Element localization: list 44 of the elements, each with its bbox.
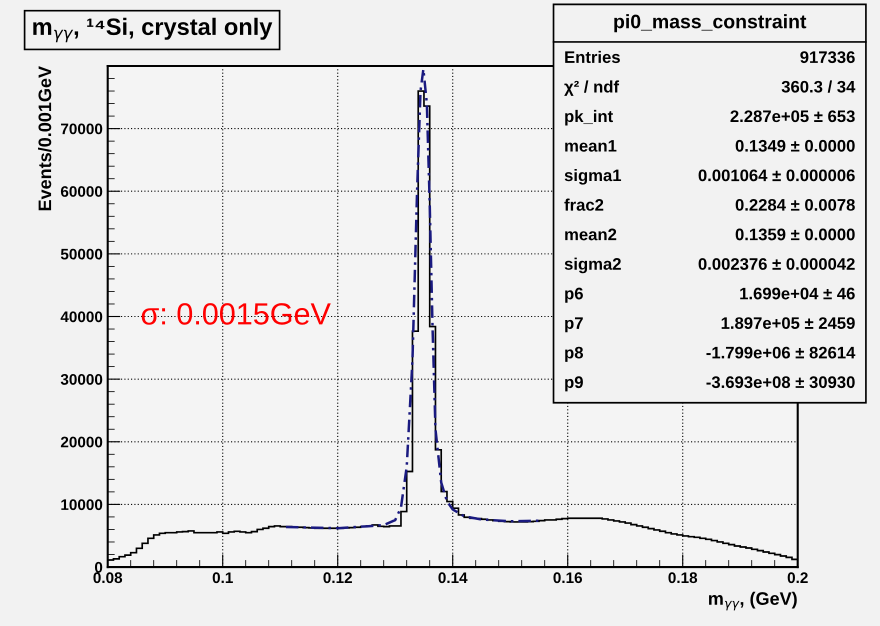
y-tick-label: 10000	[61, 499, 102, 510]
x-tick-label: 0.2	[788, 572, 808, 584]
x-tick-label: 0.18	[668, 572, 698, 584]
annotation: σ: 0.0015GeV	[142, 303, 331, 325]
y-tick-label: 0	[94, 562, 102, 573]
x-tick-label: 0.08	[93, 572, 122, 584]
annotation: 0.1349 ± 0.0000	[736, 140, 855, 152]
annotation: p6	[565, 288, 583, 303]
annotation: 0.001064 ± 0.000006	[698, 169, 855, 182]
annotation: pk_int	[565, 110, 613, 126]
annotation: 1.699e+04 ± 46	[740, 288, 855, 300]
annotation: sigma2	[564, 258, 621, 274]
chart-title: m$_{γγ}$, ¹⁴Si, crystal only	[33, 18, 272, 42]
x-axis-title: m$_{γγ}$, (GeV)	[708, 592, 797, 610]
text: pi0_mass_constraint	[614, 14, 806, 32]
annotation: mean1	[565, 140, 616, 152]
x-tick-label: 0.16	[553, 572, 582, 584]
annotation: sigma1	[564, 168, 622, 185]
annotation: 1.897e+05 ± 2459	[722, 317, 855, 329]
y-axis-title: Events/0.001GeV	[38, 66, 52, 210]
y-tick-label: 60000	[60, 186, 102, 197]
annotation: χ² / ndf	[564, 80, 620, 96]
y-tick-label: 50000	[60, 248, 102, 260]
annotation: 0.002376 ± 0.000042	[698, 258, 855, 270]
annotation: -1.799e+06 ± 82614	[706, 346, 856, 359]
annotation: 0.2284 ± 0.0078	[736, 199, 855, 211]
annotation: -3.693e+08 ± 30930	[706, 376, 855, 388]
annotation: p9	[565, 376, 583, 392]
annotation: 360.3 / 34	[782, 80, 856, 93]
x-tick-label: 0.12	[323, 572, 352, 584]
annotation: p8	[565, 346, 584, 362]
y-tick-label: 30000	[60, 374, 102, 385]
text: Entries	[565, 50, 620, 64]
text: 917336	[800, 51, 855, 64]
annotation: frac2	[564, 198, 604, 211]
x-tick-label: 0.1	[212, 572, 233, 584]
annotation: 0.1359 ± 0.0000	[736, 228, 855, 240]
y-tick-label: 40000	[60, 311, 102, 322]
annotation: p7	[565, 317, 583, 332]
y-tick-label: 20000	[60, 436, 102, 448]
x-tick-label: 0.14	[438, 572, 468, 584]
annotation: mean2	[565, 228, 616, 240]
annotation: 2.287e+05 ± 653	[730, 110, 855, 122]
y-tick-label: 70000	[61, 123, 102, 134]
